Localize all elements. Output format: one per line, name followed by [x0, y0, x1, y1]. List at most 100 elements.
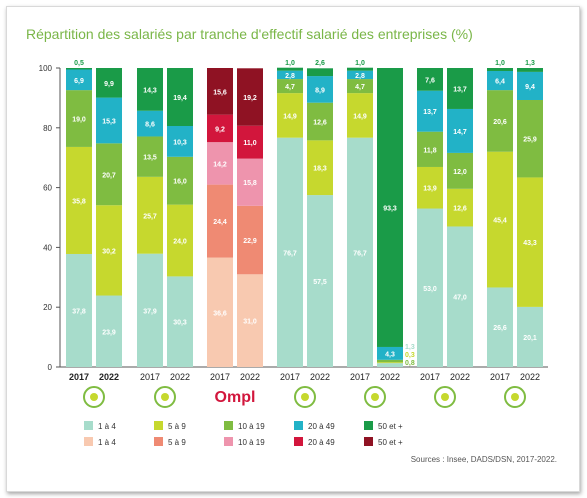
data-label: 37,9 — [143, 308, 157, 315]
bar-segment — [137, 68, 163, 111]
data-label: 19,0 — [72, 117, 86, 124]
ompl-logo: Ompl — [215, 389, 256, 406]
bar-segment — [347, 67, 373, 71]
bar-segment — [96, 97, 122, 144]
x-tick-label: 2022 — [450, 372, 470, 382]
data-label: 30,3 — [173, 320, 187, 327]
bar-segment — [307, 195, 333, 367]
data-label: 14,9 — [283, 113, 297, 120]
data-label: 0,3 — [405, 352, 415, 359]
data-label: 0,5 — [74, 60, 84, 67]
bar-segment — [487, 151, 513, 288]
bar-segment — [347, 70, 373, 80]
bar-segment — [137, 253, 163, 367]
legend-swatch — [364, 421, 373, 430]
y-tick-label: 80 — [43, 124, 52, 133]
data-label: 31,0 — [243, 319, 257, 326]
bar-segment — [487, 68, 513, 71]
data-label: 9,9 — [104, 81, 114, 88]
data-label: 22,9 — [243, 238, 257, 245]
bar-segment — [66, 253, 92, 367]
bar-segment — [377, 68, 403, 347]
bar-segment — [307, 140, 333, 196]
data-label: 13,9 — [423, 186, 437, 193]
bar-segment — [277, 67, 303, 71]
data-label: 1,3 — [525, 60, 535, 67]
data-label: 45,4 — [493, 218, 507, 225]
data-label: 4,7 — [285, 84, 295, 91]
legend-swatch — [294, 421, 303, 430]
data-label: 13,7 — [423, 109, 437, 116]
bar-segment — [66, 146, 92, 254]
bar-segment — [417, 131, 443, 167]
bar-segment — [417, 166, 443, 209]
bar-segment — [517, 99, 543, 178]
data-label: 8,6 — [145, 122, 155, 129]
data-label: 25,7 — [143, 213, 157, 220]
data-label: 47,0 — [453, 295, 467, 302]
bar-segment — [417, 90, 443, 132]
x-tick-label: 2017 — [420, 372, 440, 382]
legend-label: 20 à 49 — [308, 438, 335, 447]
legend-swatch — [224, 421, 233, 430]
data-label: 13,7 — [453, 86, 467, 93]
bar-segment — [277, 137, 303, 367]
bar-segment — [137, 176, 163, 254]
data-label: 53,0 — [423, 286, 437, 293]
bar-segment — [167, 204, 193, 277]
bar-segment — [66, 90, 92, 147]
legend-label: 20 à 49 — [308, 422, 335, 431]
x-tick-label: 2017 — [69, 372, 89, 382]
bar-segment — [487, 90, 513, 152]
x-tick-label: 2017 — [210, 372, 230, 382]
x-tick-label: 2022 — [170, 372, 190, 382]
data-label: 2,8 — [285, 73, 295, 80]
data-label: 1,0 — [495, 60, 505, 67]
data-label: 18,3 — [313, 166, 327, 173]
data-label: 12,6 — [453, 206, 467, 213]
data-label: 1,3 — [405, 344, 415, 351]
data-label: 14,3 — [143, 87, 157, 94]
data-label: 37,8 — [72, 308, 86, 315]
bar-segment — [96, 205, 122, 296]
bar-segment — [487, 70, 513, 91]
x-tick-label: 2017 — [140, 372, 160, 382]
legend-label: 10 à 19 — [238, 438, 265, 447]
bar-segment — [307, 76, 333, 103]
data-label: 4,7 — [355, 84, 365, 91]
sector-2-icon-center — [161, 393, 169, 401]
data-label: 15,8 — [243, 180, 257, 187]
bar-segment — [237, 125, 263, 159]
data-label: 20,6 — [493, 119, 507, 126]
legend-swatch — [154, 421, 163, 430]
bar-segment — [207, 184, 233, 258]
bar-segment — [207, 257, 233, 367]
y-tick-label: 0 — [48, 363, 53, 372]
data-label: 4,3 — [385, 351, 395, 358]
legend-label: 1 à 4 — [98, 438, 116, 447]
bar-segment — [377, 363, 403, 367]
bar-segment — [417, 68, 443, 91]
data-label: 23,9 — [102, 329, 116, 336]
bar-segment — [417, 208, 443, 367]
data-label: 35,8 — [72, 198, 86, 205]
legend-label: 50 et + — [378, 422, 403, 431]
bar-segment — [96, 295, 122, 367]
data-label: 7,6 — [425, 77, 435, 84]
data-label: 10,3 — [173, 139, 187, 146]
y-tick-label: 100 — [39, 64, 53, 73]
data-label: 0,8 — [405, 360, 415, 367]
bar-segment — [517, 68, 543, 72]
data-label: 93,3 — [383, 205, 397, 212]
bar-segment — [347, 137, 373, 367]
data-label: 14,9 — [353, 113, 367, 120]
data-label: 14,7 — [453, 129, 467, 136]
bar-segment — [237, 158, 263, 206]
data-label: 24,0 — [173, 239, 187, 246]
bar-segment — [167, 68, 193, 127]
legend-swatch — [84, 437, 93, 446]
data-label: 12,0 — [453, 169, 467, 176]
bar-segment — [377, 362, 403, 364]
data-label: 12,6 — [313, 120, 327, 127]
data-label: 43,3 — [523, 240, 537, 247]
